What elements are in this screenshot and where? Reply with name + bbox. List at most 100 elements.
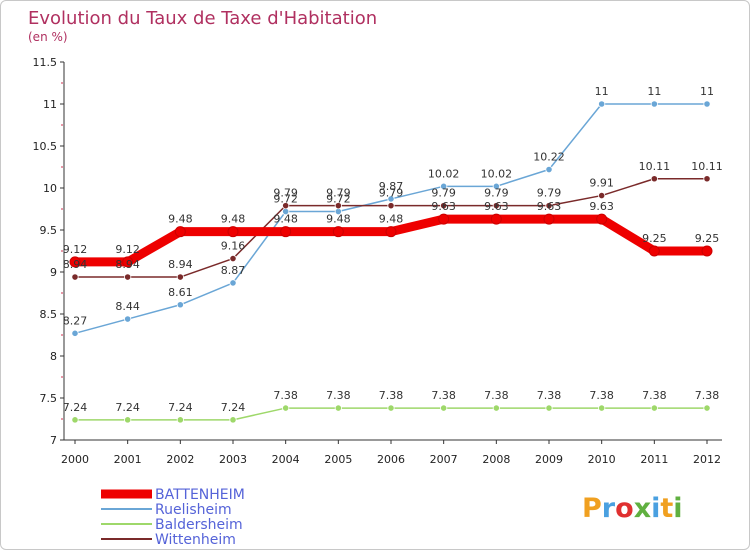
y-tick-label: 9.5 [40, 224, 58, 237]
x-tick-label: 2005 [324, 453, 352, 466]
data-point [492, 182, 500, 190]
data-label: 10.11 [691, 160, 723, 173]
data-labels: 8.27 8.44 8.61 8.87 9.72 9.72 9.87 10.02 10.02 10… [63, 85, 723, 414]
data-label: 9.12 [115, 243, 140, 256]
data-label: 7.38 [379, 389, 404, 402]
y-tick-label: 7 [50, 434, 57, 447]
proxiti-logo: Proxiti [582, 493, 683, 524]
data-point [598, 404, 606, 412]
data-label: 11 [647, 85, 661, 98]
data-label: 9.63 [589, 200, 614, 213]
x-tick-label: 2006 [377, 453, 405, 466]
data-point [701, 245, 713, 257]
data-label: 7.38 [484, 389, 509, 402]
logo-letter: P [582, 493, 602, 524]
data-label: 11 [595, 85, 609, 98]
data-label: 9.63 [484, 200, 509, 213]
data-point [282, 404, 290, 412]
data-point [229, 279, 237, 287]
x-tick-label: 2012 [693, 453, 721, 466]
data-point [124, 315, 132, 323]
data-label: 11 [700, 85, 714, 98]
chart-subtitle: (en %) [28, 30, 68, 44]
data-label: 7.38 [537, 389, 562, 402]
data-point [492, 202, 500, 210]
data-point [650, 404, 658, 412]
series-ruelisheim [71, 100, 711, 337]
x-tick-label: 2007 [430, 453, 458, 466]
data-point [440, 202, 448, 210]
data-point [71, 273, 79, 281]
data-label: 9.48 [326, 213, 351, 226]
data-label: 8.94 [115, 258, 140, 271]
data-label: 9.79 [431, 187, 456, 200]
data-label: 9.25 [642, 232, 667, 245]
data-point [334, 404, 342, 412]
legend-label: BATTENHEIM [155, 487, 245, 503]
data-label: 8.27 [63, 314, 88, 327]
axes: 7 7.5 8 8.5 9 9.5 10 10.5 11 11.5 2000 2001 2002 2003… [33, 56, 722, 466]
data-point [71, 329, 79, 337]
data-label: 9.79 [484, 187, 509, 200]
data-point [492, 404, 500, 412]
data-label: 7.38 [326, 389, 351, 402]
y-tick-label: 8.5 [40, 308, 58, 321]
data-label: 9.48 [168, 213, 193, 226]
data-point [69, 256, 81, 268]
data-label: 7.38 [431, 389, 456, 402]
data-point [176, 301, 184, 309]
data-point [703, 404, 711, 412]
data-point [71, 416, 79, 424]
data-point [545, 404, 553, 412]
data-label: 9.79 [273, 187, 298, 200]
data-point [596, 213, 608, 225]
data-label: 7.24 [168, 401, 193, 414]
data-point [387, 202, 395, 210]
data-point [545, 202, 553, 210]
data-label: 9.87 [379, 180, 404, 193]
data-label: 10.02 [428, 167, 460, 180]
data-point [385, 226, 397, 238]
data-point [650, 175, 658, 183]
data-point [124, 416, 132, 424]
data-label: 8.44 [115, 300, 140, 313]
y-tick-label: 9 [50, 266, 57, 279]
data-point [598, 191, 606, 200]
data-point [124, 273, 132, 281]
series-layer [69, 100, 713, 424]
data-label: 9.48 [273, 213, 298, 226]
data-point [490, 213, 502, 225]
logo-letter: i [673, 493, 682, 524]
data-point [703, 100, 711, 108]
data-point [440, 182, 448, 190]
data-label: 9.63 [431, 200, 456, 213]
x-tick-label: 2008 [482, 453, 510, 466]
y-tick-label: 8 [50, 350, 57, 363]
logo-letter: i [651, 493, 660, 524]
data-point [440, 404, 448, 412]
series-baldersheim [71, 404, 711, 424]
x-tick-label: 2010 [588, 453, 616, 466]
data-label: 7.24 [115, 401, 140, 414]
data-label: 10.02 [481, 167, 513, 180]
data-point [282, 202, 290, 210]
x-tick-label: 2011 [640, 453, 668, 466]
data-label: 10.11 [639, 160, 671, 173]
data-point [332, 226, 344, 238]
data-label: 8.61 [168, 286, 193, 299]
data-point [543, 213, 555, 225]
data-label: 9.79 [537, 187, 562, 200]
data-point [650, 100, 658, 108]
data-label: 7.38 [273, 389, 298, 402]
data-point [545, 165, 553, 174]
legend-label: Baldersheim [155, 517, 243, 533]
y-tick-label: 11 [43, 98, 57, 111]
data-point [334, 202, 342, 210]
data-point [598, 100, 606, 108]
logo-letter: o [615, 493, 634, 524]
data-label: 9.25 [695, 232, 720, 245]
data-point [176, 416, 184, 424]
data-label: 7.38 [642, 389, 667, 402]
data-label: 9.48 [221, 213, 246, 226]
series-battenheim [69, 213, 713, 268]
